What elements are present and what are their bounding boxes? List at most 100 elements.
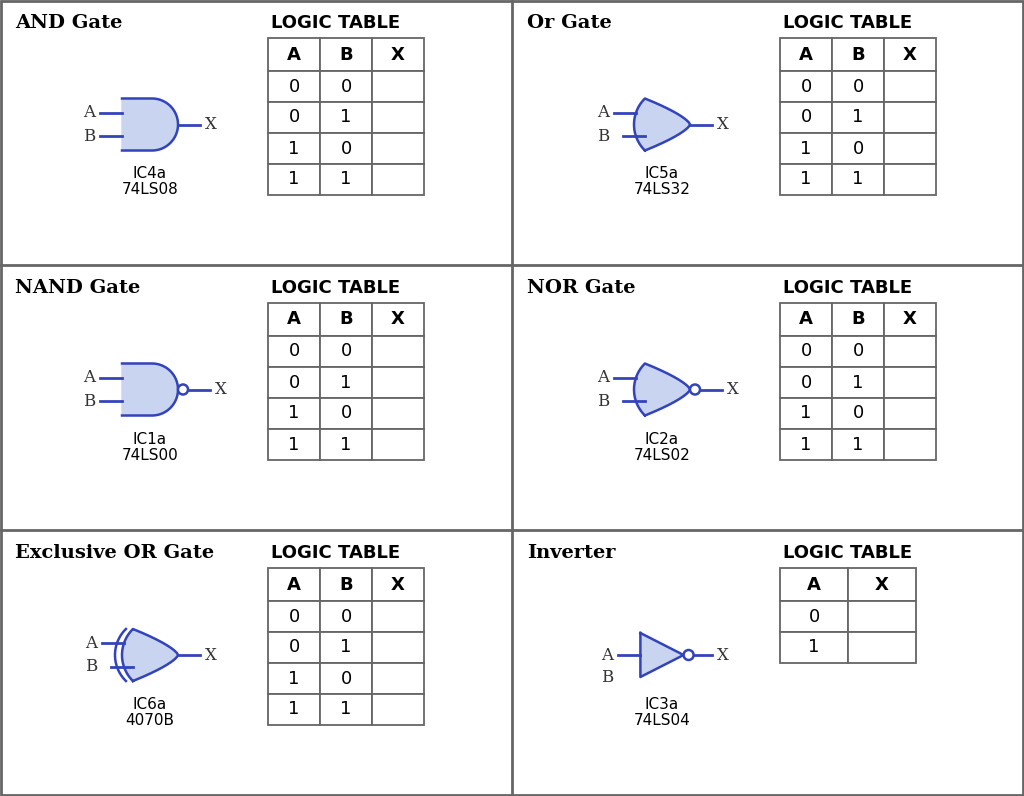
Bar	[268, 367, 319, 398]
Text: LOGIC TABLE: LOGIC TABLE	[271, 279, 400, 297]
Text: 0: 0	[852, 77, 863, 96]
Text: Or Gate: Or Gate	[527, 14, 611, 32]
Text: A: A	[287, 310, 301, 329]
Bar	[319, 336, 372, 367]
Bar	[780, 38, 831, 71]
Text: A: A	[597, 104, 609, 121]
Bar	[268, 133, 319, 164]
Text: 0: 0	[801, 342, 812, 361]
Text: A: A	[287, 576, 301, 594]
Bar	[884, 367, 936, 398]
Bar	[319, 568, 372, 601]
Text: IC2a: IC2a	[645, 431, 679, 447]
Text: LOGIC TABLE: LOGIC TABLE	[271, 14, 400, 32]
Text: B: B	[83, 392, 95, 410]
Text: A: A	[597, 369, 609, 386]
Text: 0: 0	[852, 342, 863, 361]
Bar	[884, 133, 936, 164]
Bar	[372, 164, 424, 195]
Bar	[848, 601, 916, 632]
Bar	[372, 102, 424, 133]
Polygon shape	[122, 364, 178, 416]
Text: 1: 1	[340, 373, 351, 392]
Bar	[319, 164, 372, 195]
Text: 1: 1	[852, 108, 863, 127]
Text: X: X	[717, 646, 728, 664]
Text: IC4a: IC4a	[133, 166, 167, 181]
Text: 1: 1	[340, 638, 351, 657]
Text: X: X	[903, 310, 916, 329]
Bar	[780, 398, 831, 429]
Text: A: A	[601, 646, 613, 664]
Text: B: B	[339, 45, 353, 64]
Bar	[268, 663, 319, 694]
Text: NOR Gate: NOR Gate	[527, 279, 636, 297]
Bar	[831, 367, 884, 398]
Bar	[268, 102, 319, 133]
Text: A: A	[807, 576, 821, 594]
Text: 1: 1	[289, 139, 300, 158]
Text: X: X	[205, 646, 217, 664]
Text: X: X	[205, 116, 217, 133]
Text: AND Gate: AND Gate	[15, 14, 123, 32]
Bar	[319, 632, 372, 663]
Text: 1: 1	[289, 170, 300, 189]
Bar	[372, 568, 424, 601]
Bar	[372, 133, 424, 164]
Bar	[268, 398, 319, 429]
Bar	[268, 632, 319, 663]
Text: Inverter: Inverter	[527, 544, 615, 562]
Bar	[884, 429, 936, 460]
Bar	[884, 102, 936, 133]
Polygon shape	[122, 629, 178, 681]
Polygon shape	[634, 99, 690, 150]
Text: 0: 0	[801, 108, 812, 127]
Bar	[848, 568, 916, 601]
Text: LOGIC TABLE: LOGIC TABLE	[783, 279, 912, 297]
Bar	[372, 38, 424, 71]
Text: B: B	[83, 127, 95, 145]
Text: X: X	[727, 381, 739, 398]
Text: 1: 1	[340, 170, 351, 189]
Bar	[268, 71, 319, 102]
Text: 0: 0	[801, 373, 812, 392]
Text: IC1a: IC1a	[133, 431, 167, 447]
Bar	[268, 694, 319, 725]
Text: 74LS00: 74LS00	[122, 447, 178, 462]
Bar	[372, 303, 424, 336]
Bar	[884, 71, 936, 102]
Text: 0: 0	[340, 404, 351, 423]
Bar	[319, 303, 372, 336]
Text: A: A	[85, 634, 97, 652]
Text: 1: 1	[340, 700, 351, 719]
Text: 0: 0	[289, 108, 300, 127]
Text: 0: 0	[289, 342, 300, 361]
Bar	[319, 133, 372, 164]
Text: NAND Gate: NAND Gate	[15, 279, 140, 297]
Text: X: X	[215, 381, 227, 398]
Text: IC5a: IC5a	[645, 166, 679, 181]
Text: 1: 1	[852, 373, 863, 392]
Bar	[831, 429, 884, 460]
Text: 1: 1	[289, 669, 300, 688]
Text: LOGIC TABLE: LOGIC TABLE	[783, 544, 912, 562]
Bar	[319, 663, 372, 694]
Bar	[372, 632, 424, 663]
Bar	[831, 336, 884, 367]
Bar	[780, 303, 831, 336]
Text: Exclusive OR Gate: Exclusive OR Gate	[15, 544, 214, 562]
Text: 74LS32: 74LS32	[634, 182, 690, 197]
Bar	[780, 71, 831, 102]
Bar	[319, 367, 372, 398]
Bar	[780, 164, 831, 195]
Bar	[780, 133, 831, 164]
Bar	[884, 336, 936, 367]
Text: X: X	[717, 116, 729, 133]
Text: B: B	[601, 669, 613, 685]
Text: B: B	[851, 310, 865, 329]
Bar	[831, 164, 884, 195]
Bar	[372, 694, 424, 725]
Text: A: A	[799, 310, 813, 329]
Text: B: B	[339, 310, 353, 329]
Text: 1: 1	[808, 638, 819, 657]
